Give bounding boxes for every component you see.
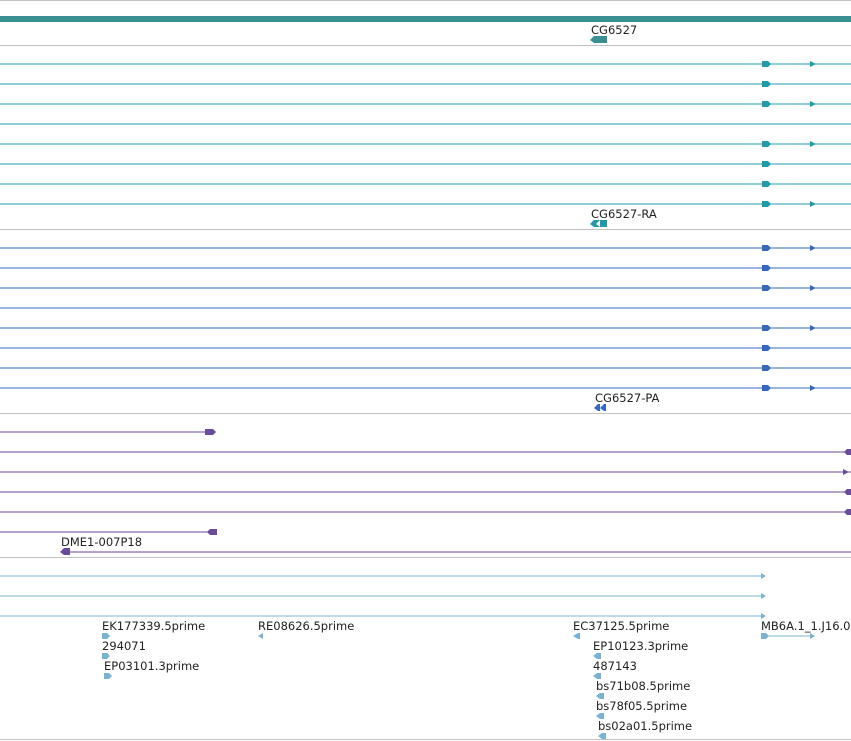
gene-feature-glyph[interactable] [590, 36, 607, 43]
clone-row[interactable] [0, 449, 851, 455]
est-label: 487143 [593, 659, 637, 673]
transcript-ra-label: CG6527-RA [591, 207, 657, 221]
est-glyph[interactable] [102, 653, 110, 659]
clone-row[interactable] [0, 509, 851, 515]
est-glyph[interactable] [104, 673, 112, 679]
est-glyph[interactable] [102, 633, 110, 639]
est-label: EK177339.5prime [102, 619, 205, 633]
est-row[interactable] [0, 613, 766, 619]
transcript-track-pa[interactable]: CG6527-PA [0, 245, 851, 411]
est-label: EC37125.5prime [573, 619, 669, 633]
transcript-track-ra[interactable]: CG6527-RA [0, 61, 851, 227]
transcript-row[interactable] [0, 181, 851, 187]
est-label: EP10123.3prime [593, 639, 688, 653]
est-glyph[interactable] [258, 633, 263, 639]
transcript-row[interactable] [0, 61, 851, 67]
est-glyph[interactable] [596, 713, 604, 719]
transcript-row[interactable] [0, 285, 851, 291]
est-label: MB6A.1_1.J16.0 [761, 619, 850, 633]
est-row[interactable] [761, 633, 815, 639]
est-glyph[interactable] [598, 733, 606, 739]
est-track[interactable]: EK177339.5prime 294071 EP03101.3prime RE… [0, 573, 850, 739]
clone-label: DME1-007P18 [61, 535, 142, 549]
transcript-pa-glyph[interactable] [594, 404, 600, 411]
transcript-pa-label: CG6527-PA [595, 391, 660, 405]
clone-row[interactable] [0, 429, 216, 435]
transcript-row[interactable] [0, 161, 851, 167]
transcript-row[interactable] [0, 141, 851, 147]
transcript-row[interactable] [0, 345, 851, 351]
transcript-row[interactable] [0, 265, 851, 271]
est-label: 294071 [102, 639, 146, 653]
gene-label: CG6527 [591, 23, 637, 37]
est-glyph[interactable] [593, 673, 601, 679]
est-glyph[interactable] [596, 693, 604, 699]
clone-track[interactable]: DME1-007P18 [0, 429, 851, 555]
gene-span-bar[interactable] [0, 16, 851, 22]
transcript-row[interactable] [0, 245, 851, 251]
transcript-row[interactable] [0, 365, 851, 371]
gene-track[interactable]: CG6527 [0, 16, 851, 43]
est-label: RE08626.5prime [258, 619, 354, 633]
est-label: bs02a01.5prime [598, 719, 692, 733]
transcript-row[interactable] [0, 385, 851, 391]
est-row[interactable] [0, 593, 766, 599]
transcript-row[interactable] [0, 81, 851, 87]
est-row[interactable] [0, 573, 766, 579]
transcript-row[interactable] [0, 101, 851, 107]
est-glyph[interactable] [593, 653, 601, 659]
est-label: EP03101.3prime [104, 659, 199, 673]
clone-row[interactable] [0, 489, 851, 495]
clone-row[interactable] [0, 529, 217, 535]
clone-row[interactable] [60, 548, 851, 555]
est-label: bs71b08.5prime [596, 679, 690, 693]
transcript-row[interactable] [0, 201, 851, 207]
est-label: bs78f05.5prime [596, 699, 687, 713]
transcript-row[interactable] [0, 325, 851, 331]
est-glyph[interactable] [573, 633, 580, 639]
clone-row[interactable] [0, 469, 851, 475]
